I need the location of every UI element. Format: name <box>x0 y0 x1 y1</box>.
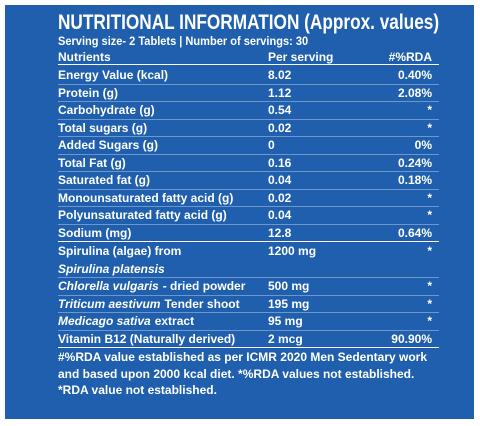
per-serving: 0 <box>268 138 275 152</box>
row-rule <box>58 223 439 225</box>
rda: 0.24% <box>397 155 432 170</box>
rda: * <box>427 244 432 258</box>
per-serving: 0.02 <box>268 120 292 135</box>
rda: 0.64% <box>397 225 432 240</box>
per-serving: 1.12 <box>268 85 292 100</box>
nutrient-name: Triticum aestivum Tender shoot <box>58 297 240 311</box>
footer-rule <box>58 347 439 348</box>
rda: * <box>427 314 432 328</box>
per-serving: 8.02 <box>268 68 292 82</box>
nutrient-name: Monounsaturated fatty acid (g) <box>58 191 233 205</box>
nutrient-name: Vitamin B12 (Naturally derived) <box>58 332 235 346</box>
name-text: Monounsaturated fatty acid (g) <box>58 190 234 205</box>
nutrient-name: Polyunsaturated fatty acid (g) <box>58 208 227 222</box>
name-text: Total Fat (g) <box>58 155 126 170</box>
rda: 0% <box>414 138 432 152</box>
nutrient-name: Total sugars (g) <box>58 121 147 135</box>
name-text: Total sugars (g) <box>58 120 148 135</box>
row-rule <box>58 206 439 207</box>
title: NUTRITIONAL INFORMATION (Approx. values) <box>58 11 440 34</box>
name-text: Vitamin B12 (Naturally derived) <box>58 331 236 346</box>
name-text: - dried powder <box>162 279 246 293</box>
row-rule <box>58 171 439 172</box>
subtitle: Serving size- 2 Tablets | Number of serv… <box>58 34 309 48</box>
nutrient-name: Spirulina (algae) from <box>58 244 181 258</box>
name-text: Energy Value (kcal) <box>58 68 169 82</box>
row-rule <box>58 294 439 296</box>
per-serving: 0.04 <box>268 173 292 187</box>
row-rule <box>58 101 439 102</box>
row-rule <box>58 153 439 155</box>
label-panel: NUTRITIONAL INFORMATION (Approx. values)… <box>5 5 474 419</box>
name-text: extract <box>154 314 195 328</box>
footnote: #%RDA value established as per ICMR 2020… <box>58 350 428 397</box>
nutrient-name: Carbohydrate (g) <box>58 103 155 117</box>
column-header: Per serving <box>268 50 334 64</box>
row-rule <box>58 188 439 190</box>
rda: * <box>427 120 432 135</box>
rda: * <box>427 208 432 222</box>
row-rule <box>58 118 439 120</box>
name-text: Tender shoot <box>164 296 240 311</box>
row-rule <box>58 277 439 278</box>
per-serving: 0.16 <box>268 155 292 170</box>
rda: 90.90% <box>391 331 432 346</box>
nutrient-name: Added Sugars (g) <box>58 138 158 152</box>
nutrient-name: Sodium (mg) <box>58 226 131 240</box>
per-serving: 1200 mg <box>268 244 317 258</box>
per-serving: 0.54 <box>268 103 292 117</box>
nutrient-name: Chlorella vulgaris - dried powder <box>58 279 245 293</box>
name-text: Sodium (mg) <box>58 225 132 240</box>
italic-name: Medicago sativa <box>58 314 151 328</box>
rda: 0.40% <box>397 68 432 82</box>
name-text: Polyunsaturated fatty acid (g) <box>58 208 227 222</box>
italic-name: Chlorella vulgaris <box>58 279 159 293</box>
per-serving: 95 mg <box>268 314 303 328</box>
per-serving: 2 mcg <box>268 331 303 346</box>
rda: * <box>427 296 432 311</box>
nutrient-name: Protein (g) <box>58 86 118 100</box>
row-rule <box>58 329 439 331</box>
per-serving: 0.02 <box>268 190 292 205</box>
name-text: Saturated fat (g) <box>58 173 151 187</box>
name-text: Protein (g) <box>58 85 118 100</box>
header-rule <box>58 64 439 65</box>
per-serving: 195 mg <box>268 296 310 311</box>
nutrient-name: Medicago sativa extract <box>58 314 194 328</box>
per-serving: 0.04 <box>268 208 292 222</box>
per-serving: 500 mg <box>268 279 310 293</box>
column-header: #%RDA <box>388 50 432 64</box>
name-text: Spirulina (algae) from <box>58 244 182 258</box>
row-rule <box>58 83 439 85</box>
row-rule <box>58 136 439 137</box>
section-rule <box>58 241 439 242</box>
nutrient-name: Energy Value (kcal) <box>58 68 168 82</box>
nutrient-name: Spirulina platensis <box>58 262 169 276</box>
rda: * <box>427 103 432 117</box>
name-text: Added Sugars (g) <box>58 138 159 152</box>
per-serving: 12.8 <box>268 225 292 240</box>
rda: 0.18% <box>397 173 432 187</box>
nutrient-name: Total Fat (g) <box>58 156 126 170</box>
rda: * <box>427 190 432 205</box>
rda: 2.08% <box>397 85 432 100</box>
name-text: Carbohydrate (g) <box>58 103 155 117</box>
row-rule <box>58 312 439 313</box>
italic-name: Triticum aestivum <box>58 296 161 311</box>
column-header: Nutrients <box>58 50 111 64</box>
italic-name: Spirulina platensis <box>58 261 165 276</box>
rda: * <box>427 279 432 293</box>
nutrient-name: Saturated fat (g) <box>58 173 150 187</box>
